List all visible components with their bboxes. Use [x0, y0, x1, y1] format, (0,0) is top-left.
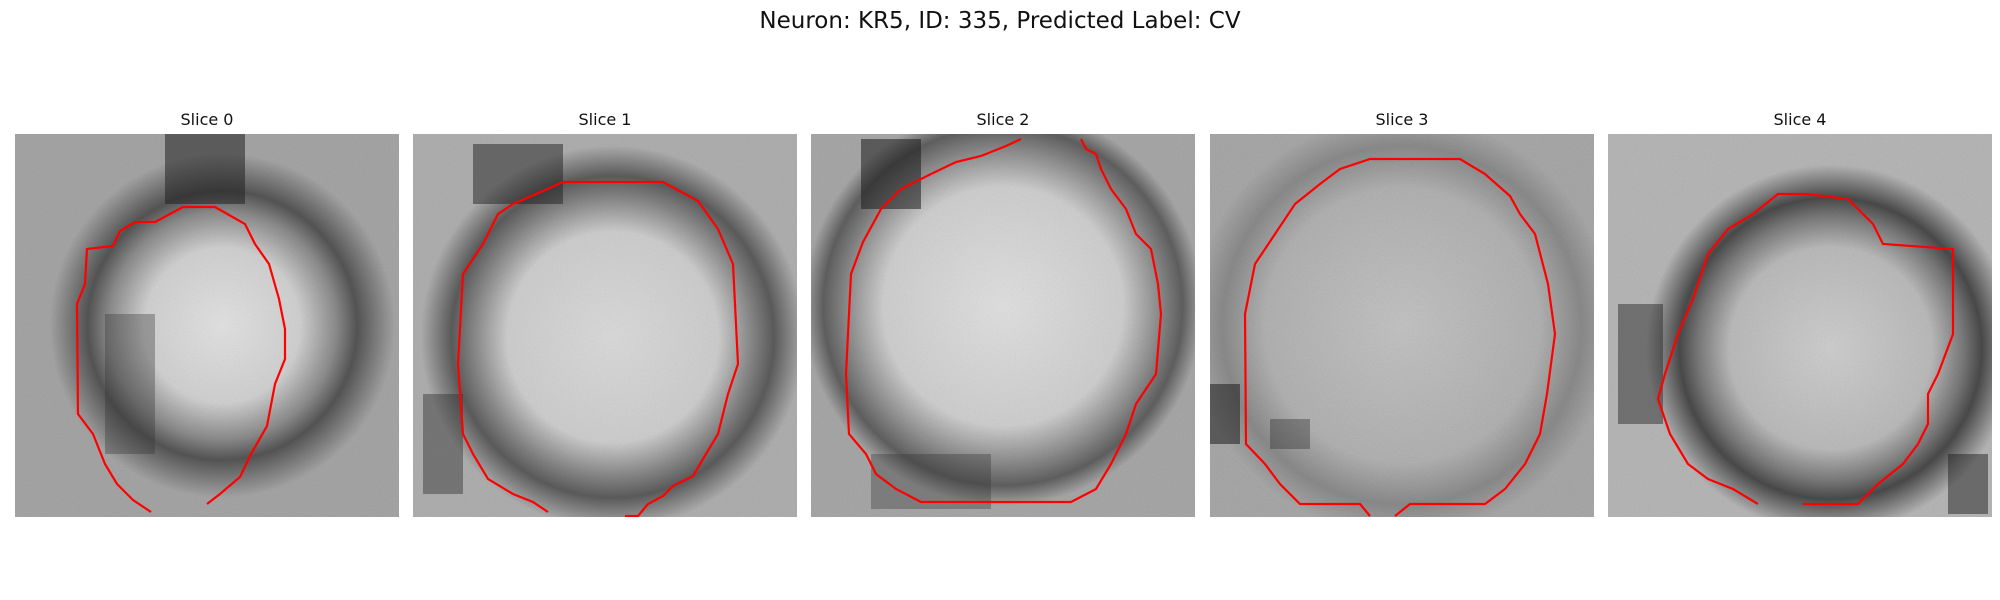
figure-title: Neuron: KR5, ID: 335, Predicted Label: C…	[759, 8, 1241, 34]
slice-4-canvas	[1608, 134, 1992, 517]
slice-4-title: Slice 4	[1773, 110, 1827, 129]
slice-2-contour	[844, 138, 1163, 504]
slice-0-contour	[75, 205, 287, 513]
slice-3-contour	[1243, 157, 1557, 517]
slice-0-image	[15, 134, 399, 517]
slice-1-canvas	[413, 134, 797, 517]
slice-3-title: Slice 3	[1375, 110, 1429, 129]
slice-3-canvas	[1210, 134, 1594, 517]
slice-1-contour	[456, 180, 740, 517]
slice-0-canvas	[15, 134, 399, 517]
slice-2-image	[811, 134, 1195, 517]
slice-2-canvas	[811, 134, 1195, 517]
slice-0-title: Slice 0	[180, 110, 234, 129]
slice-2-title: Slice 2	[976, 110, 1030, 129]
slice-4-contour	[1656, 192, 1955, 506]
slice-4-image	[1608, 134, 1992, 517]
slice-1-image	[413, 134, 797, 517]
slice-3-image	[1210, 134, 1594, 517]
slice-1-title: Slice 1	[578, 110, 632, 129]
